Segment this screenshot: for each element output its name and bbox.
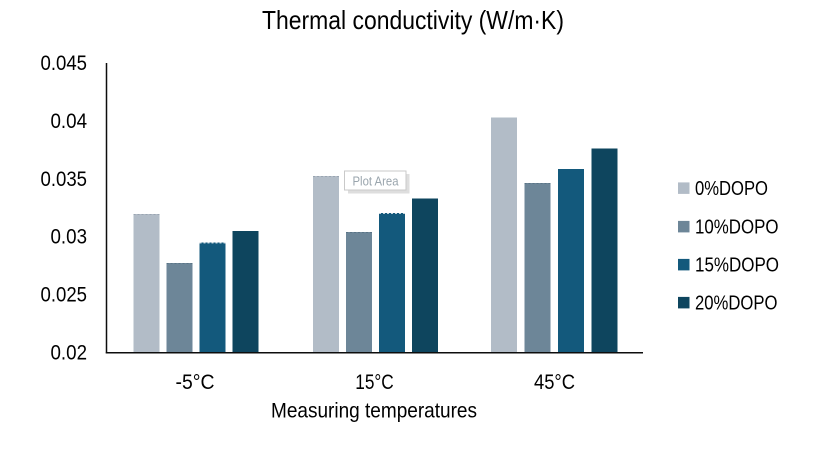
svg-text:Plot Area: Plot Area	[353, 174, 399, 188]
svg-text:10%DOPO: 10%DOPO	[695, 217, 779, 239]
svg-text:Thermal conductivity (W/m·K): Thermal conductivity (W/m·K)	[262, 5, 564, 35]
svg-text:0.045: 0.045	[41, 52, 88, 75]
svg-text:0.02: 0.02	[51, 342, 88, 365]
svg-text:0%DOPO: 0%DOPO	[695, 178, 768, 200]
svg-text:0.025: 0.025	[41, 283, 88, 306]
svg-text:0.04: 0.04	[51, 110, 88, 133]
svg-text:20%DOPO: 20%DOPO	[695, 293, 778, 315]
svg-text:15%DOPO: 15%DOPO	[695, 255, 779, 277]
svg-text:0.035: 0.035	[41, 168, 88, 191]
svg-text:45°C: 45°C	[534, 371, 575, 394]
svg-text:15°C: 15°C	[355, 371, 394, 394]
svg-text:-5°C: -5°C	[176, 371, 215, 394]
svg-text:Measuring temperatures: Measuring temperatures	[271, 400, 477, 423]
svg-text:0.03: 0.03	[51, 226, 88, 249]
